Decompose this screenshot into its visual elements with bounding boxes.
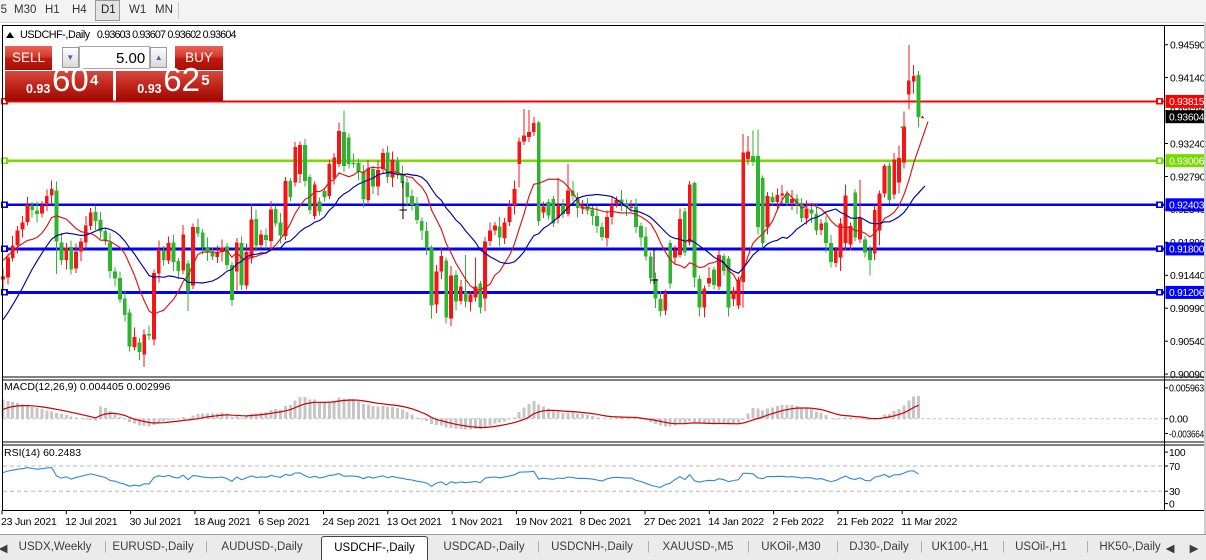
svg-text:0: 0 [1169, 499, 1175, 510]
svg-text:0.94140: 0.94140 [1170, 73, 1206, 84]
svg-text:0.91800: 0.91800 [1169, 245, 1205, 256]
svg-text:0.90540: 0.90540 [1170, 337, 1206, 348]
svg-text:6 Sep 2021: 6 Sep 2021 [258, 516, 310, 528]
svg-text:0.91206: 0.91206 [1169, 288, 1205, 299]
svg-text:8 Dec 2021: 8 Dec 2021 [580, 516, 632, 528]
svg-text:RSI(14) 60.2483: RSI(14) 60.2483 [4, 447, 81, 459]
svg-text:0.90990: 0.90990 [1170, 304, 1206, 315]
svg-text:0.93815: 0.93815 [1169, 97, 1205, 108]
svg-text:19 Nov 2021: 19 Nov 2021 [515, 516, 573, 528]
svg-text:18 Aug 2021: 18 Aug 2021 [194, 516, 251, 528]
svg-text:0.94590: 0.94590 [1170, 41, 1206, 52]
svg-text:0.00: 0.00 [1169, 415, 1188, 426]
svg-text:0.93006: 0.93006 [1169, 156, 1205, 167]
svg-text:13 Oct 2021: 13 Oct 2021 [387, 516, 442, 528]
svg-text:0.91440: 0.91440 [1170, 271, 1206, 282]
svg-text:2 Feb 2022: 2 Feb 2022 [773, 516, 824, 528]
svg-text:21 Feb 2022: 21 Feb 2022 [837, 516, 894, 528]
svg-text:12 Jul 2021: 12 Jul 2021 [65, 516, 117, 528]
svg-text:1 Nov 2021: 1 Nov 2021 [451, 516, 503, 528]
svg-text:24 Sep 2021: 24 Sep 2021 [323, 516, 381, 528]
svg-text:27 Dec 2021: 27 Dec 2021 [644, 516, 702, 528]
svg-text:0.90090: 0.90090 [1170, 370, 1206, 381]
svg-text:11 Mar 2022: 11 Mar 2022 [901, 516, 957, 528]
svg-text:-0.003664: -0.003664 [1169, 429, 1204, 440]
svg-text:0.93240: 0.93240 [1170, 139, 1206, 150]
svg-text:0.92403: 0.92403 [1169, 201, 1205, 212]
svg-text:0.005963: 0.005963 [1169, 384, 1204, 395]
svg-text:0.93604: 0.93604 [1169, 113, 1205, 124]
svg-text:70: 70 [1169, 462, 1180, 473]
svg-text:MACD(12,26,9) 0.004405 0.00299: MACD(12,26,9) 0.004405 0.002996 [4, 381, 171, 393]
svg-text:100: 100 [1169, 448, 1186, 459]
svg-text:0.92790: 0.92790 [1170, 172, 1206, 183]
svg-text:23 Jun 2021: 23 Jun 2021 [1, 516, 57, 528]
svg-text:14 Jan 2022: 14 Jan 2022 [708, 516, 764, 528]
svg-text:30 Jul 2021: 30 Jul 2021 [130, 516, 182, 528]
svg-text:30: 30 [1169, 487, 1180, 498]
